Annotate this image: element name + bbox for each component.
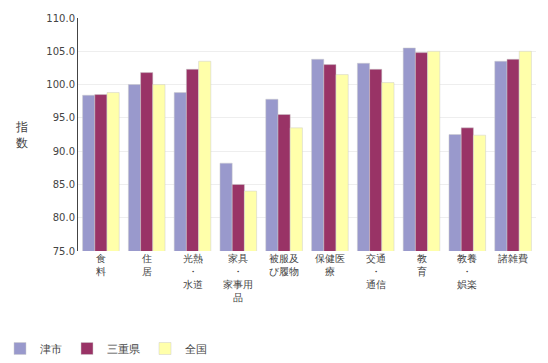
svg-text:75.0: 75.0 <box>53 246 75 257</box>
svg-text:教養・娯楽: 教養・娯楽 <box>457 253 477 290</box>
svg-text:被服及び履物: 被服及び履物 <box>269 253 299 277</box>
svg-text:諸雑費: 諸雑費 <box>498 253 528 264</box>
svg-text:交通・通信: 交通・通信 <box>366 253 386 290</box>
svg-text:85.0: 85.0 <box>53 179 75 190</box>
svg-text:住居: 住居 <box>142 253 152 277</box>
svg-text:保健医療: 保健医療 <box>315 253 345 277</box>
svg-text:教育: 教育 <box>417 253 427 277</box>
svg-text:三重県: 三重県 <box>107 343 140 356</box>
svg-text:津市: 津市 <box>40 343 62 356</box>
svg-text:指数: 指数 <box>15 120 28 150</box>
svg-text:光熱・水道: 光熱・水道 <box>183 253 203 290</box>
svg-text:食料: 食料 <box>96 253 106 277</box>
svg-text:105.0: 105.0 <box>46 46 75 57</box>
svg-text:110.0: 110.0 <box>46 13 75 24</box>
svg-text:100.0: 100.0 <box>46 79 75 90</box>
svg-text:90.0: 90.0 <box>53 146 75 157</box>
svg-text:全国: 全国 <box>185 343 207 356</box>
svg-text:80.0: 80.0 <box>53 212 75 223</box>
svg-text:95.0: 95.0 <box>53 112 75 123</box>
svg-text:家具・家事用品: 家具・家事用品 <box>223 253 253 303</box>
